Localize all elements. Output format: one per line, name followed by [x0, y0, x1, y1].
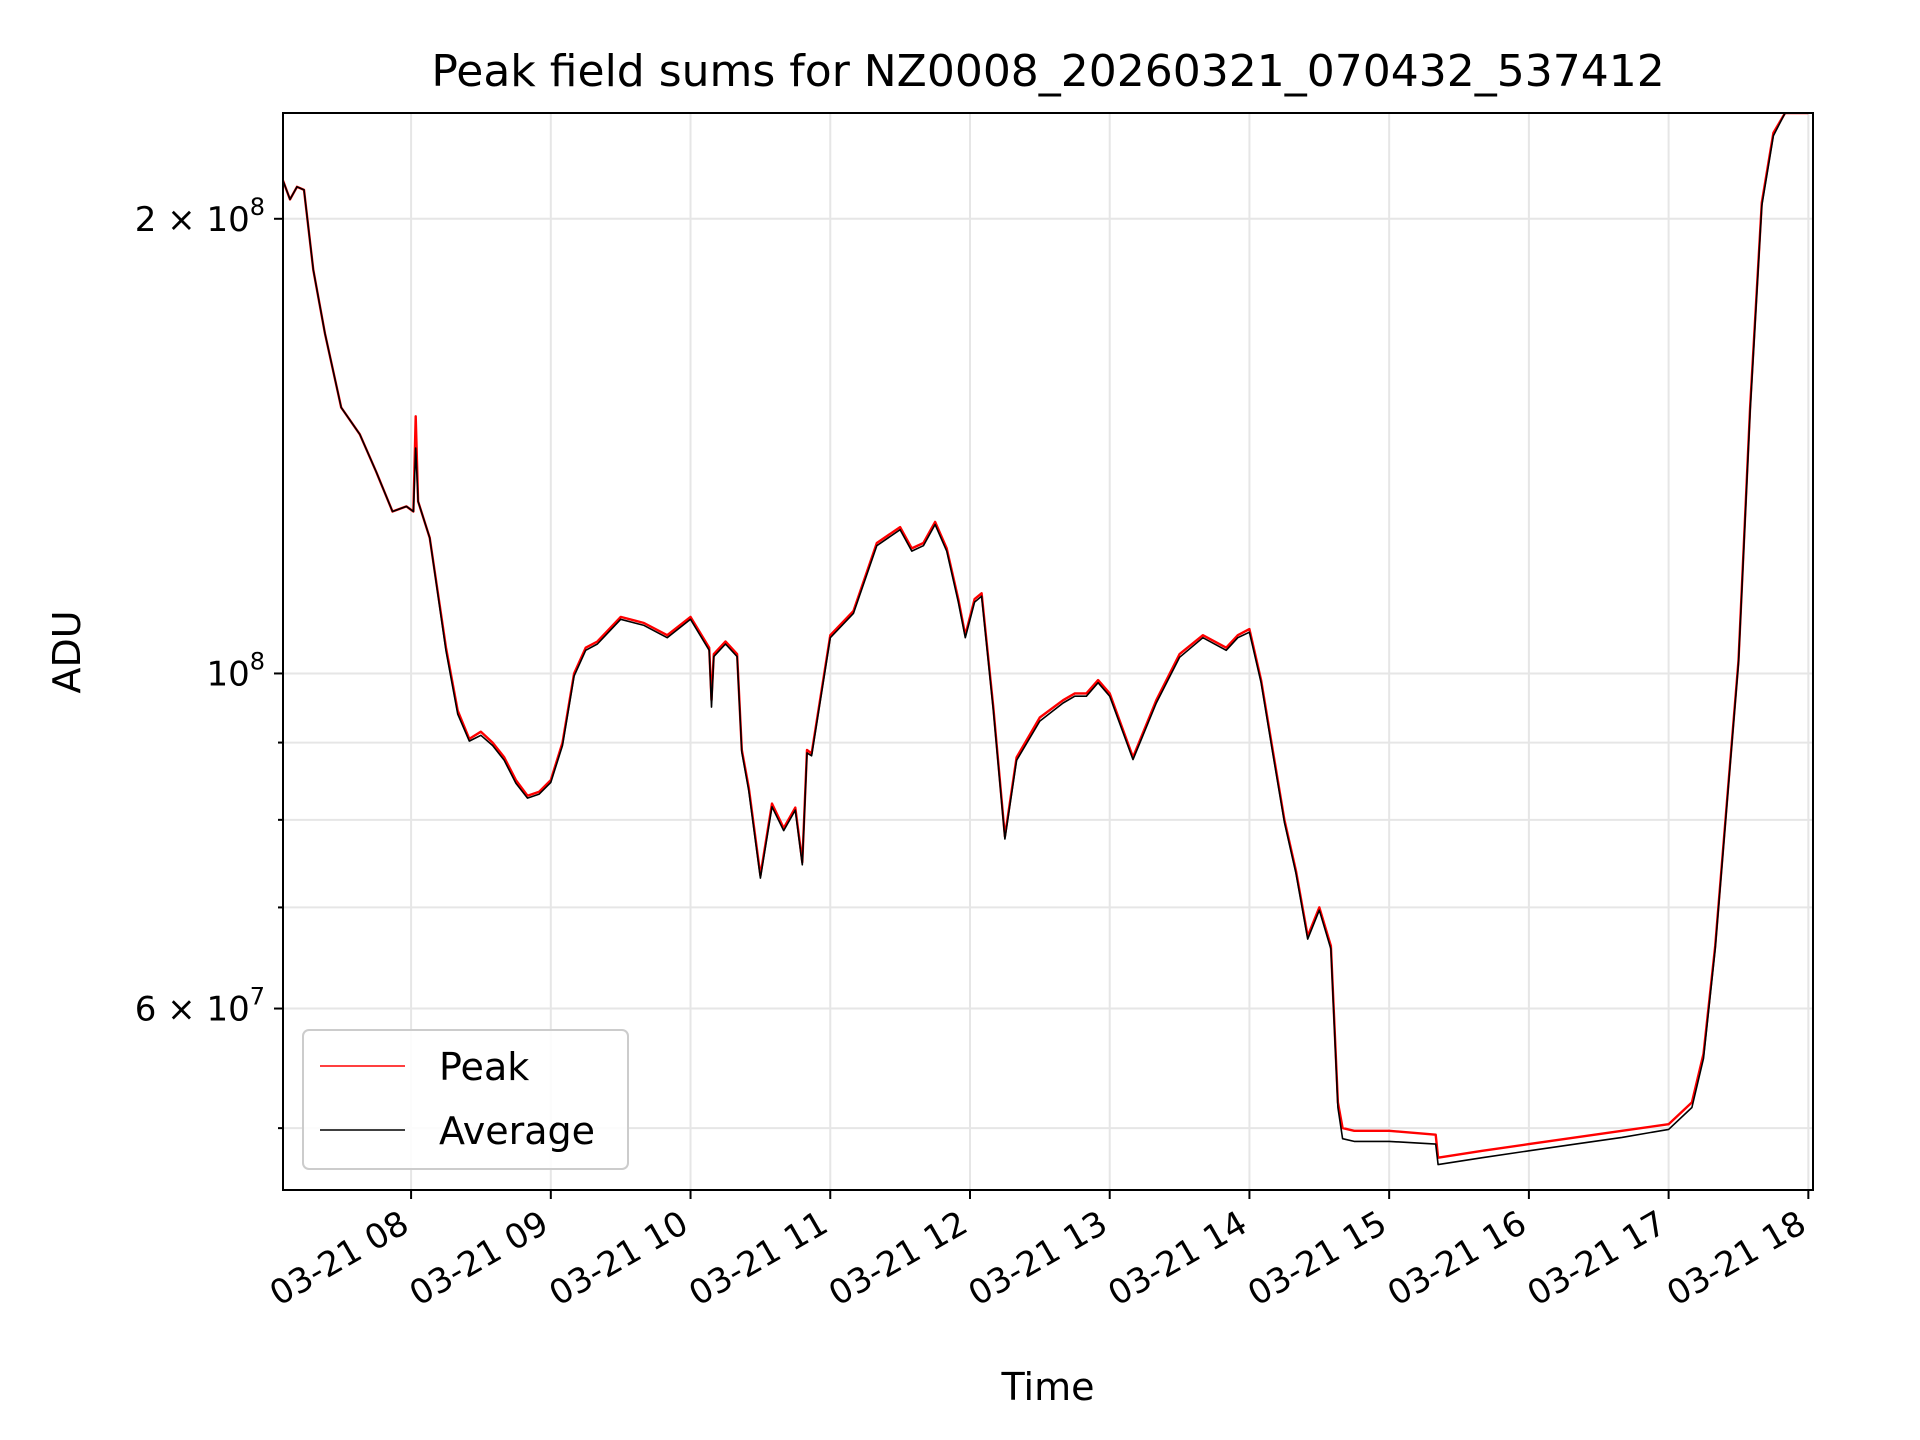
chart-title: Peak field sums for NZ0008_20260321_0704…: [431, 46, 1664, 97]
x-axis-label: Time: [1001, 1365, 1095, 1409]
y-tick-label: 108: [206, 647, 265, 694]
series-line-average: [283, 113, 1809, 1166]
series-layer: [283, 113, 1809, 1166]
legend: Peak Average: [302, 1029, 629, 1170]
y-axis-label: ADU: [45, 610, 89, 693]
y-axis-ticks: 2 × 108 108 6 × 107: [135, 193, 283, 1130]
y-tick-label: 6 × 107: [135, 983, 265, 1030]
plot-background: [283, 113, 1813, 1190]
grid: [283, 113, 1813, 1190]
series-line-peak: [283, 113, 1809, 1159]
legend-frame: [302, 1029, 629, 1170]
y-tick-label: 2 × 108: [135, 193, 265, 240]
legend-label-average: Average: [439, 1109, 595, 1153]
plot-frame: [282, 112, 1814, 1191]
legend-label-peak: Peak: [439, 1045, 529, 1089]
